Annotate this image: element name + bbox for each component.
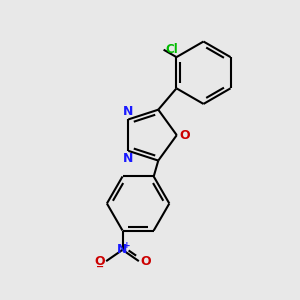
Text: O: O	[94, 255, 105, 268]
Text: −: −	[96, 262, 104, 272]
Text: +: +	[123, 241, 131, 250]
Text: N: N	[117, 243, 128, 256]
Text: O: O	[140, 255, 151, 268]
Text: N: N	[123, 105, 134, 118]
Text: O: O	[179, 129, 190, 142]
Text: Cl: Cl	[165, 43, 178, 56]
Text: N: N	[123, 152, 134, 165]
